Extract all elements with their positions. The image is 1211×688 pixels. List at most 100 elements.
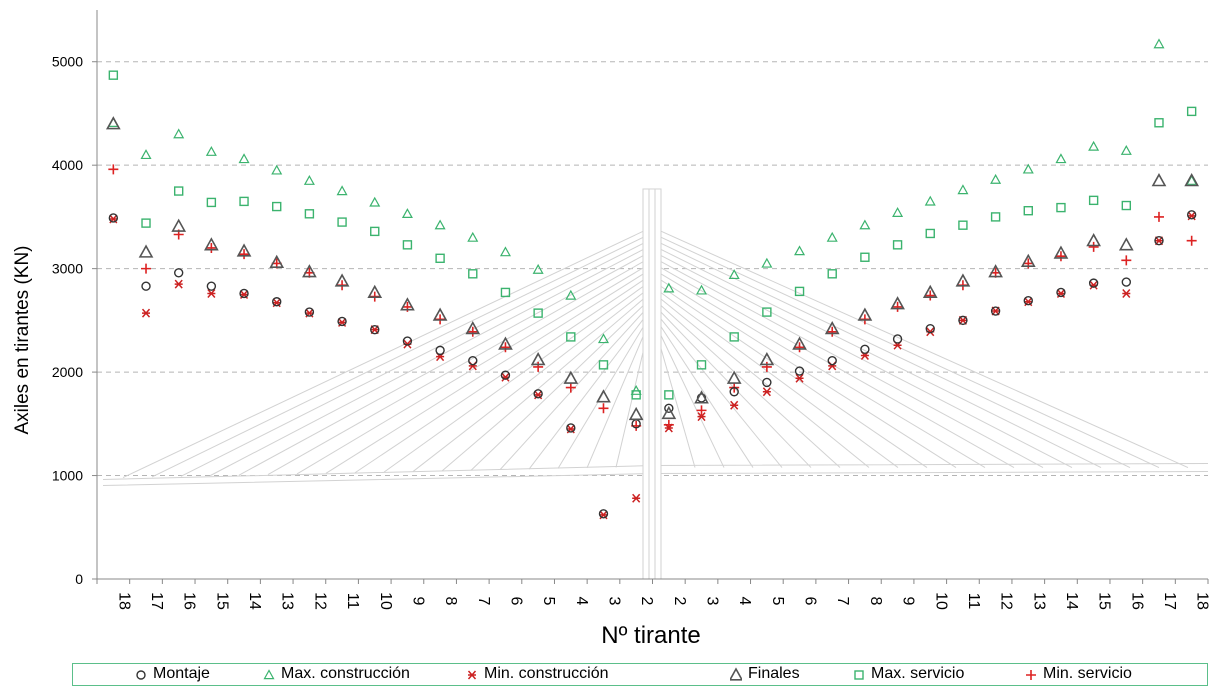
data-point: [925, 228, 935, 239]
x-tick-label: 12: [998, 592, 1015, 610]
data-point: [1186, 106, 1197, 117]
data-point: [239, 249, 250, 260]
data-point: [337, 217, 347, 227]
data-point: [924, 195, 936, 206]
y-tick-label: 4000: [52, 157, 83, 173]
data-point: [598, 360, 609, 370]
y-tick-label: 3000: [52, 261, 83, 277]
data-point: [370, 324, 380, 335]
data-point: [467, 326, 478, 337]
data-point: [696, 405, 707, 416]
data-point: [499, 246, 511, 257]
data-point: [596, 389, 611, 403]
legend-label: Finales: [748, 665, 800, 682]
data-point: [794, 245, 806, 256]
data-point: [632, 493, 641, 503]
data-point: [1154, 236, 1164, 246]
data-point: [1088, 140, 1100, 151]
data-point: [337, 316, 347, 327]
legend-label: Montaje: [153, 665, 210, 682]
data-point: [141, 308, 151, 318]
data-point: [762, 377, 772, 388]
data-point: [1088, 278, 1099, 288]
x-tick-label: 3: [704, 597, 721, 606]
data-point: [1151, 173, 1167, 187]
y-axis-label: Axiles en tirantes (KN): [12, 245, 33, 434]
x-tick-label: 18: [115, 592, 132, 610]
x-tick-label: 13: [1030, 592, 1047, 610]
data-point: [1089, 280, 1098, 290]
data-point: [729, 387, 739, 397]
data-point: [238, 153, 250, 164]
data-point: [958, 315, 968, 326]
bridge-cable: [655, 228, 1189, 469]
legend-marker: [263, 669, 275, 680]
bridge-cable: [655, 258, 1044, 468]
data-point: [239, 288, 249, 299]
data-point: [467, 231, 479, 242]
data-point: [269, 254, 285, 269]
data-point: [1121, 255, 1132, 266]
x-tick-label: 4: [573, 597, 590, 606]
data-point: [108, 70, 119, 80]
legend-label: Max. construcción: [281, 665, 410, 682]
x-tick-label: 11: [344, 593, 361, 610]
data-point: [597, 333, 610, 344]
bridge-cable: [655, 234, 1160, 468]
data-point: [533, 389, 543, 399]
bridge-drawing: [102, 188, 1209, 580]
data-point: [726, 370, 742, 384]
x-tick-label: 5: [769, 597, 786, 606]
data-point: [303, 174, 315, 185]
data-point: [336, 185, 348, 196]
legend-label: Min. construcción: [484, 665, 609, 682]
data-point: [598, 509, 609, 519]
data-point: [826, 231, 838, 242]
legend-marker: [1026, 670, 1036, 680]
data-point: [1023, 206, 1033, 216]
x-tick-label: 6: [507, 597, 524, 606]
data-point: [533, 308, 543, 318]
data-point: [434, 219, 446, 230]
data-point: [566, 423, 576, 433]
data-point: [435, 345, 445, 356]
x-tick-label: 3: [605, 597, 622, 606]
data-point: [1022, 163, 1034, 174]
bridge-cable: [325, 270, 649, 474]
data-point: [958, 220, 968, 230]
y-tick-label: 1000: [52, 468, 83, 484]
data-point: [432, 307, 448, 321]
data-point: [174, 279, 183, 289]
data-point: [860, 252, 870, 262]
data-point: [501, 372, 510, 382]
y-tick-label: 0: [75, 571, 83, 587]
data-point: [465, 320, 481, 335]
data-point: [500, 370, 511, 380]
y-tick-label: 5000: [52, 54, 83, 70]
bridge-cable: [412, 288, 649, 472]
data-point: [661, 405, 677, 420]
data-point: [171, 218, 187, 232]
data-point: [239, 196, 249, 207]
data-point: [1023, 296, 1033, 306]
x-tick-label: 15: [1096, 592, 1113, 610]
bridge-cable: [267, 258, 649, 475]
data-point: [694, 390, 709, 404]
data-point: [892, 301, 903, 312]
data-point: [794, 286, 805, 297]
data-point: [1020, 253, 1036, 267]
bridge-cable: [528, 312, 649, 470]
data-point: [565, 382, 576, 393]
data-point: [664, 403, 674, 413]
data-point: [761, 257, 773, 268]
data-point: [563, 370, 579, 384]
bridge-cable: [655, 312, 783, 468]
data-point: [759, 352, 775, 366]
data-point: [857, 307, 873, 321]
data-point: [892, 240, 903, 250]
data-point: [1056, 287, 1066, 298]
data-point: [370, 226, 380, 237]
data-point: [957, 184, 969, 195]
data-point: [761, 361, 772, 372]
legend-marker-shape: [263, 669, 275, 680]
